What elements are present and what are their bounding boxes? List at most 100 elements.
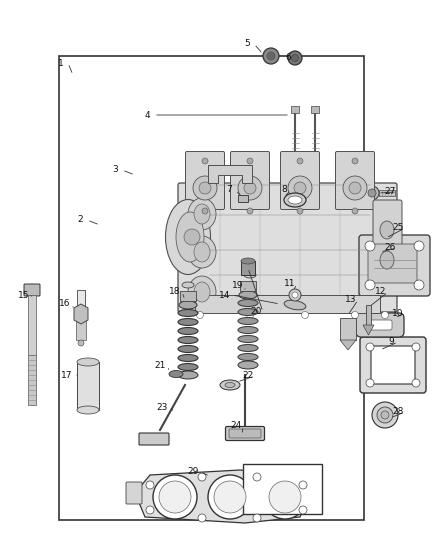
FancyBboxPatch shape <box>373 200 402 264</box>
Text: 5: 5 <box>244 39 250 49</box>
Bar <box>76 320 86 340</box>
Circle shape <box>202 208 208 214</box>
Bar <box>77 362 99 410</box>
Circle shape <box>214 481 246 513</box>
Ellipse shape <box>178 327 198 335</box>
Ellipse shape <box>284 193 306 207</box>
Text: 24: 24 <box>230 422 242 431</box>
Polygon shape <box>74 304 88 324</box>
Text: 3: 3 <box>112 166 118 174</box>
Circle shape <box>412 379 420 387</box>
Circle shape <box>381 311 389 319</box>
Polygon shape <box>363 325 374 335</box>
Text: 15: 15 <box>18 292 30 301</box>
Ellipse shape <box>238 344 258 351</box>
Circle shape <box>294 182 306 194</box>
Polygon shape <box>208 165 252 183</box>
Circle shape <box>247 208 253 214</box>
FancyBboxPatch shape <box>24 284 40 296</box>
Text: 9: 9 <box>388 337 394 346</box>
Ellipse shape <box>194 204 210 224</box>
Text: 6: 6 <box>285 53 291 62</box>
FancyBboxPatch shape <box>139 433 169 445</box>
Circle shape <box>412 343 420 351</box>
Circle shape <box>288 51 302 65</box>
Circle shape <box>365 280 375 290</box>
FancyBboxPatch shape <box>226 426 265 440</box>
Ellipse shape <box>77 358 99 366</box>
Ellipse shape <box>244 272 256 278</box>
Circle shape <box>381 411 389 419</box>
Ellipse shape <box>166 199 211 274</box>
Circle shape <box>366 343 374 351</box>
FancyBboxPatch shape <box>356 313 404 337</box>
Ellipse shape <box>188 276 216 308</box>
Text: 8: 8 <box>281 185 287 195</box>
Circle shape <box>365 241 375 251</box>
Circle shape <box>153 475 197 519</box>
Circle shape <box>198 473 206 481</box>
FancyBboxPatch shape <box>302 482 318 504</box>
Circle shape <box>146 481 154 489</box>
Circle shape <box>414 241 424 251</box>
Circle shape <box>288 176 312 200</box>
Bar <box>240 281 256 291</box>
Circle shape <box>292 54 299 61</box>
Ellipse shape <box>238 335 258 343</box>
Ellipse shape <box>238 300 258 306</box>
Circle shape <box>269 481 301 513</box>
Ellipse shape <box>238 361 258 369</box>
Ellipse shape <box>239 291 257 299</box>
Text: 29: 29 <box>187 467 199 477</box>
Circle shape <box>297 208 303 214</box>
Circle shape <box>244 182 256 194</box>
Circle shape <box>238 176 262 200</box>
Ellipse shape <box>176 212 204 262</box>
Ellipse shape <box>182 282 194 288</box>
Polygon shape <box>135 470 310 523</box>
Bar <box>195 295 380 313</box>
FancyBboxPatch shape <box>230 151 269 209</box>
Text: 18: 18 <box>169 287 181 296</box>
Circle shape <box>247 158 253 164</box>
Ellipse shape <box>238 327 258 334</box>
Text: 20: 20 <box>250 308 261 317</box>
Ellipse shape <box>188 236 216 268</box>
Ellipse shape <box>288 196 302 204</box>
Polygon shape <box>340 340 356 350</box>
Circle shape <box>146 506 154 514</box>
Circle shape <box>208 475 252 519</box>
FancyBboxPatch shape <box>229 429 261 438</box>
Text: 10: 10 <box>392 309 404 318</box>
Ellipse shape <box>284 300 306 310</box>
Ellipse shape <box>178 336 198 343</box>
Circle shape <box>299 506 307 514</box>
Circle shape <box>202 158 208 164</box>
Circle shape <box>352 311 358 319</box>
Ellipse shape <box>179 301 197 309</box>
Ellipse shape <box>178 371 198 379</box>
Bar <box>28 295 36 355</box>
Ellipse shape <box>188 198 216 230</box>
Circle shape <box>263 475 307 519</box>
Text: 17: 17 <box>61 370 73 379</box>
Circle shape <box>253 514 261 522</box>
Circle shape <box>414 280 424 290</box>
Ellipse shape <box>178 354 198 361</box>
Circle shape <box>297 158 303 164</box>
Circle shape <box>352 158 358 164</box>
Text: 1: 1 <box>58 59 64 68</box>
Circle shape <box>78 340 84 346</box>
Text: 7: 7 <box>226 185 232 195</box>
FancyBboxPatch shape <box>359 235 430 296</box>
Bar <box>238 195 248 202</box>
Circle shape <box>349 182 361 194</box>
Bar <box>311 106 319 113</box>
Ellipse shape <box>238 318 258 325</box>
Ellipse shape <box>241 258 255 264</box>
Circle shape <box>184 229 200 245</box>
Text: 16: 16 <box>59 300 71 309</box>
Ellipse shape <box>178 310 198 317</box>
FancyBboxPatch shape <box>126 482 142 504</box>
Text: 28: 28 <box>392 408 404 416</box>
